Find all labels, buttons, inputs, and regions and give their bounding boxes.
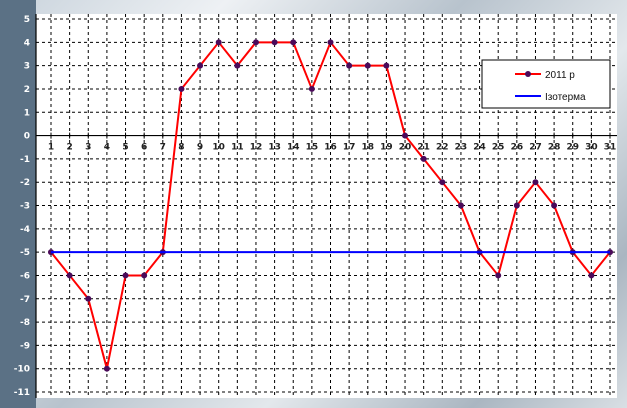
x-tick-label: 13 (268, 143, 281, 153)
y-tick-label: -11 (14, 388, 30, 398)
x-tick-label: 1 (48, 143, 54, 153)
x-axis: 1 2 3 4 5 6 7 8 9 10 11 12 13 14 15 16 17 18 19 20 21 22 23 24 2… (36, 132, 617, 153)
x-tick-label: 3 (85, 143, 91, 153)
data-point (551, 202, 558, 209)
data-point (234, 62, 241, 69)
x-tick-label: 23 (455, 143, 468, 153)
data-point (141, 272, 148, 279)
y-tick-label: 1 (24, 108, 30, 118)
y-tick-label: -4 (20, 225, 30, 235)
x-tick-label: 6 (141, 143, 147, 153)
x-tick-label: 10 (212, 143, 225, 153)
x-tick-label: 21 (417, 143, 430, 153)
legend-box (481, 59, 611, 109)
y-tick-label: -3 (20, 202, 30, 212)
data-point (197, 62, 204, 69)
data-point (271, 39, 278, 46)
y-tick-label: -1 (20, 155, 30, 165)
x-tick-label: 20 (399, 143, 412, 153)
x-tick-label: 11 (231, 143, 244, 153)
y-tick-label: 2 (24, 85, 30, 95)
y-tick-label: 4 (24, 38, 30, 48)
y-axis-band (0, 0, 36, 408)
y-tick-label: -10 (14, 365, 30, 375)
data-point (252, 39, 259, 46)
data-point (588, 272, 595, 279)
data-point (103, 365, 110, 372)
data-point (327, 39, 334, 46)
x-tick-label: 14 (287, 143, 300, 153)
x-tick-label: 8 (178, 143, 184, 153)
data-point (364, 62, 371, 69)
data-point (402, 132, 409, 139)
x-tick-label: 31 (604, 143, 617, 153)
x-tick-label: 18 (362, 143, 375, 153)
x-tick-label: 12 (250, 143, 263, 153)
legend: 2011 р Ізотерма (481, 59, 611, 109)
data-point (513, 202, 520, 209)
data-point (346, 62, 353, 69)
x-tick-label: 19 (380, 143, 393, 153)
y-tick-label: -8 (20, 318, 30, 328)
y-tick-label: -7 (20, 295, 30, 305)
x-tick-label: 27 (529, 143, 542, 153)
y-tick-label: -2 (20, 178, 30, 188)
y-tick-label: 0 (24, 132, 30, 142)
legend-marker-2011 (525, 71, 531, 77)
data-point (178, 85, 185, 92)
x-tick-label: 9 (197, 143, 203, 153)
data-point (85, 295, 92, 302)
data-point (420, 155, 427, 162)
x-tick-label: 29 (566, 143, 579, 153)
data-point (215, 39, 222, 46)
x-tick-label: 15 (306, 143, 319, 153)
y-tick-label: 5 (24, 15, 30, 25)
legend-label-isotherm: Ізотерма (545, 92, 586, 103)
data-point (308, 85, 315, 92)
legend-label-2011: 2011 р (545, 70, 575, 81)
x-tick-label: 26 (511, 143, 524, 153)
y-tick-label: -5 (20, 248, 30, 258)
x-tick-label: 4 (104, 143, 110, 153)
data-point (66, 272, 73, 279)
x-tick-label: 24 (473, 143, 486, 153)
series-layer (48, 39, 613, 372)
x-tick-label: 17 (343, 143, 356, 153)
y-tick-label: -6 (20, 271, 30, 281)
data-point (122, 272, 129, 279)
x-tick-label: 22 (436, 143, 449, 153)
x-tick-label: 7 (160, 143, 166, 153)
x-tick-label: 2 (67, 143, 73, 153)
data-point (457, 202, 464, 209)
x-tick-label: 30 (585, 143, 598, 153)
data-point (439, 179, 446, 186)
grid (36, 14, 617, 398)
x-tick-label: 16 (324, 143, 337, 153)
data-point (290, 39, 297, 46)
y-tick-label: -9 (20, 341, 30, 351)
data-point (383, 62, 390, 69)
x-tick-label: 28 (548, 143, 561, 153)
y-tick-label: 3 (24, 62, 30, 72)
data-point (532, 179, 539, 186)
x-tick-label: 25 (492, 143, 505, 153)
data-point (495, 272, 502, 279)
x-tick-label: 5 (122, 143, 128, 153)
